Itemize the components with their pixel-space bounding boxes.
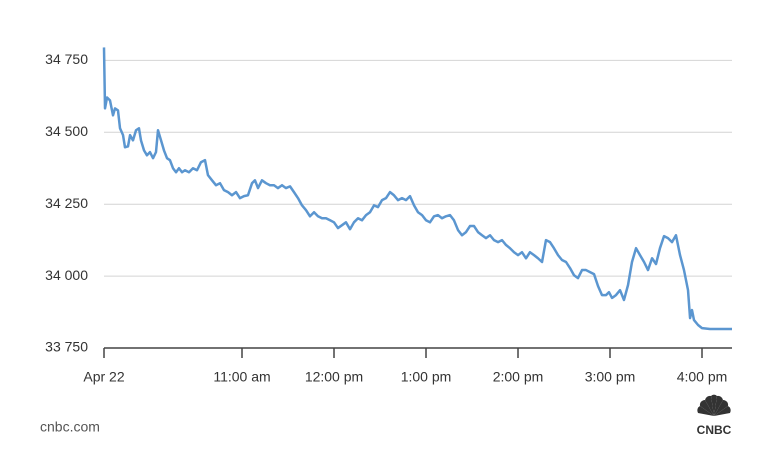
price-line	[102, 47, 732, 331]
x-tick-label: 2:00 pm	[493, 369, 544, 385]
brand-logo: CNBC	[697, 394, 732, 437]
y-tick-label: 34 500	[45, 123, 88, 139]
y-tick-label: 34 750	[45, 51, 88, 67]
y-tick-label: 33 750	[45, 339, 88, 355]
y-tick-label: 34 000	[45, 267, 88, 283]
x-tick-label: 3:00 pm	[585, 369, 636, 385]
x-tick-label: 12:00 pm	[305, 369, 363, 385]
x-tick-label: 4:00 pm	[677, 369, 728, 385]
y-tick-label: 34 250	[45, 195, 88, 211]
x-tick-label: 11:00 am	[213, 369, 270, 385]
x-tick-label: Apr 22	[83, 369, 124, 385]
x-tick-label: 1:00 pm	[401, 369, 452, 385]
peacock-icon	[697, 394, 731, 416]
source-label: cnbc.com	[40, 419, 100, 435]
brand-text: CNBC	[697, 423, 732, 437]
